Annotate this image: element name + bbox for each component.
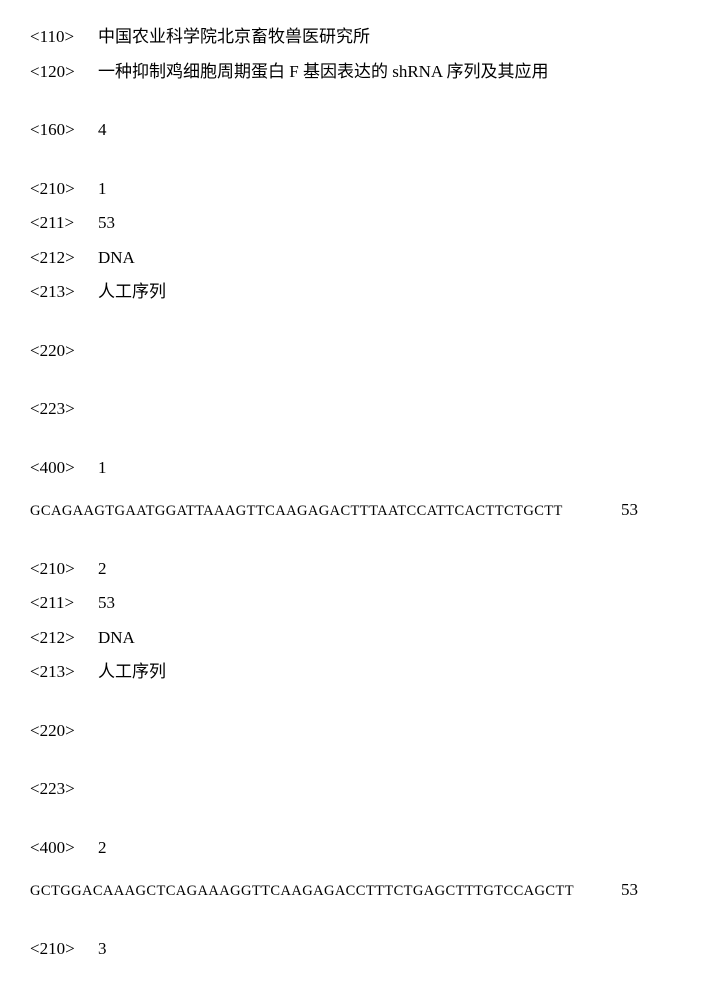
seq-type-value: DNA (98, 245, 678, 271)
sequence-text: GCTGGACAAAGCTCAGAAAGGTTCAAGAGACCTTTCTGAG… (30, 881, 574, 903)
spacer (30, 314, 678, 338)
seq2-sequence-row: GCTGGACAAAGCTCAGAAAGGTTCAAGAGACCTTTCTGAG… (30, 877, 678, 903)
seq-feature-value (98, 718, 678, 744)
seq-feature-tag: <220> (30, 718, 98, 744)
seq1-len-row: <211> 53 (30, 210, 678, 236)
seq1-organism-row: <213> 人工序列 (30, 279, 678, 305)
seq-len-value: 53 (98, 590, 678, 616)
spacer (30, 869, 678, 877)
seq2-len-row: <211> 53 (30, 590, 678, 616)
seq-feature-tag: <220> (30, 338, 98, 364)
seq2-seq-row: <400> 2 (30, 835, 678, 861)
applicant-value: 中国农业科学院北京畜牧兽医研究所 (98, 24, 678, 50)
seq1-id-row: <210> 1 (30, 176, 678, 202)
seq-organism-tag: <213> (30, 279, 98, 305)
spacer (30, 152, 678, 176)
seq-other-value (98, 776, 678, 802)
title-row: <120> 一种抑制鸡细胞周期蛋白 F 基因表达的 shRNA 序列及其应用 (30, 59, 678, 85)
seq1-type-row: <212> DNA (30, 245, 678, 271)
seq-id-tag: <210> (30, 936, 98, 962)
seq-other-tag: <223> (30, 396, 98, 422)
applicant-tag: <110> (30, 24, 98, 50)
spacer (30, 694, 678, 718)
seq-seq-id: 2 (98, 835, 678, 861)
seq-organism-value: 人工序列 (98, 279, 678, 305)
spacer (30, 811, 678, 835)
sequence-length: 53 (621, 497, 678, 523)
seq-other-value (98, 396, 678, 422)
seq-feature-value (98, 338, 678, 364)
seq2-type-row: <212> DNA (30, 625, 678, 651)
sequence-length: 53 (621, 877, 678, 903)
seq1-other-row: <223> (30, 396, 678, 422)
seq-type-tag: <212> (30, 245, 98, 271)
spacer (30, 489, 678, 497)
spacer (30, 372, 678, 396)
spacer (30, 532, 678, 556)
spacer (30, 431, 678, 455)
seq2-organism-row: <213> 人工序列 (30, 659, 678, 685)
seq-type-tag: <212> (30, 625, 98, 651)
seq-other-tag: <223> (30, 776, 98, 802)
title-value: 一种抑制鸡细胞周期蛋白 F 基因表达的 shRNA 序列及其应用 (98, 59, 678, 85)
seq-organism-tag: <213> (30, 659, 98, 685)
seq-id-value: 2 (98, 556, 678, 582)
seq-type-value: DNA (98, 625, 678, 651)
seq-id-tag: <210> (30, 176, 98, 202)
seq3-id-row: <210> 3 (30, 936, 678, 962)
seq-len-value: 53 (98, 210, 678, 236)
seq1-sequence-row: GCAGAAGTGAATGGATTAAAGTTCAAGAGACTTTAATCCA… (30, 497, 678, 523)
seq-seq-tag: <400> (30, 455, 98, 481)
seq-len-tag: <211> (30, 590, 98, 616)
title-tag: <120> (30, 59, 98, 85)
seq2-other-row: <223> (30, 776, 678, 802)
count-tag: <160> (30, 117, 98, 143)
count-row: <160> 4 (30, 117, 678, 143)
seq-id-tag: <210> (30, 556, 98, 582)
spacer (30, 912, 678, 936)
spacer (30, 752, 678, 776)
seq-id-value: 1 (98, 176, 678, 202)
spacer (30, 93, 678, 117)
seq-organism-value: 人工序列 (98, 659, 678, 685)
applicant-row: <110> 中国农业科学院北京畜牧兽医研究所 (30, 24, 678, 50)
seq2-id-row: <210> 2 (30, 556, 678, 582)
sequence-text: GCAGAAGTGAATGGATTAAAGTTCAAGAGACTTTAATCCA… (30, 501, 563, 523)
seq1-feature-row: <220> (30, 338, 678, 364)
seq-id-value: 3 (98, 936, 678, 962)
seq-seq-tag: <400> (30, 835, 98, 861)
seq-len-tag: <211> (30, 210, 98, 236)
seq2-feature-row: <220> (30, 718, 678, 744)
seq1-seq-row: <400> 1 (30, 455, 678, 481)
count-value: 4 (98, 117, 678, 143)
seq-seq-id: 1 (98, 455, 678, 481)
